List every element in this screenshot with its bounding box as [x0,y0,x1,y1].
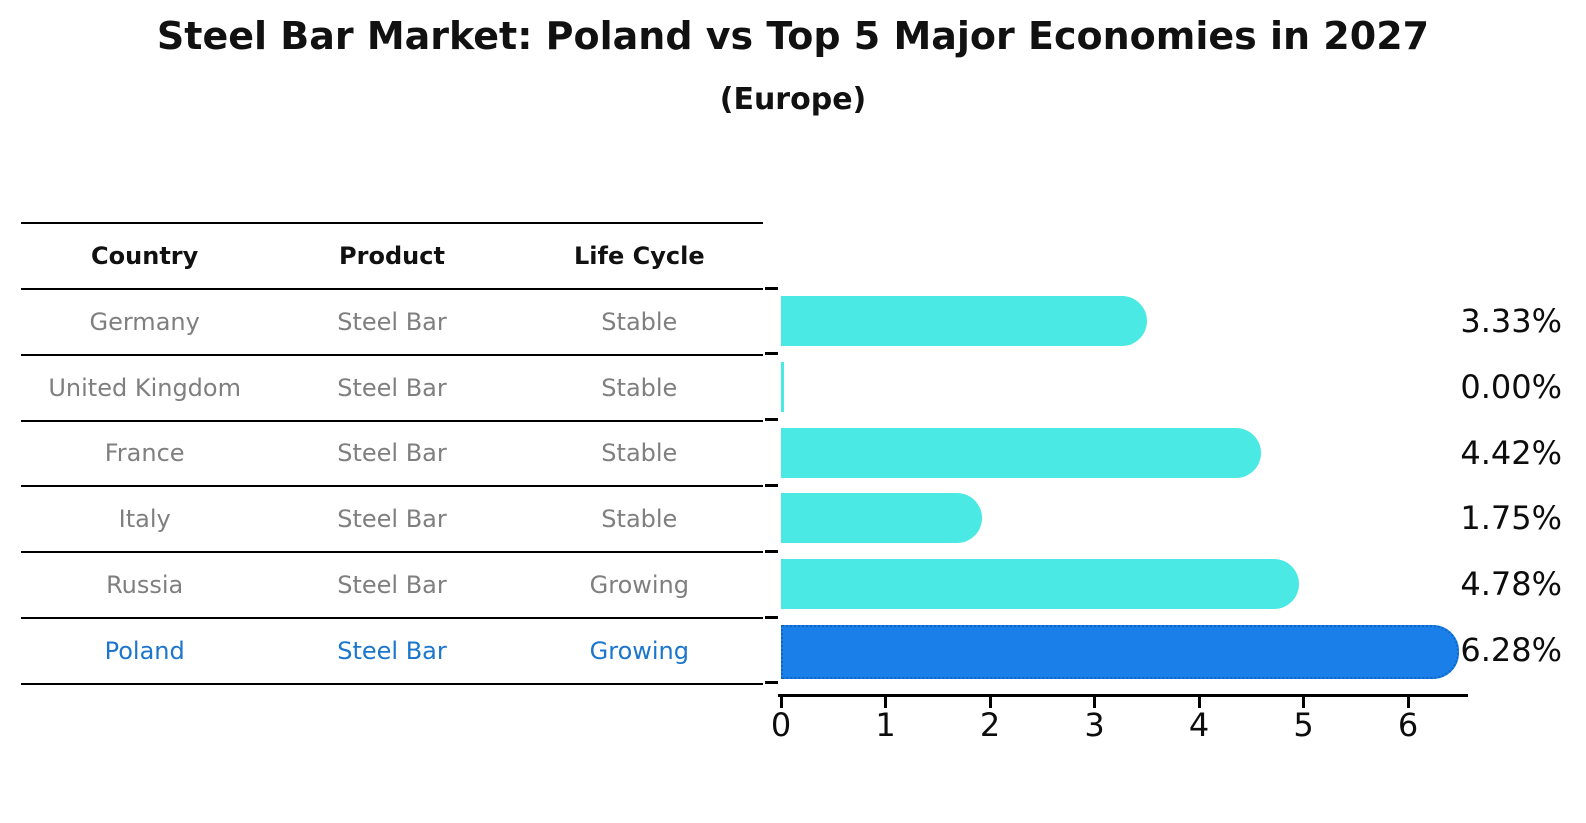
cell-product: Steel Bar [337,373,447,402]
x-tick-label: 4 [1188,706,1210,744]
x-tick-mark [1197,697,1201,708]
x-tick-mark [779,697,783,708]
x-tick-mark [1302,697,1305,708]
cell-product: Steel Bar [337,439,447,468]
cell-country: Germany [89,307,200,336]
cell-life_cycle: Growing [589,570,689,599]
value-label-united-kingdom: 0.00% [1460,367,1562,406]
x-tick-mark [988,697,992,708]
cell-life_cycle: Stable [601,307,678,336]
cell-life_cycle: Stable [601,505,678,534]
x-tick-mark [1093,697,1096,708]
bar-united-kingdom[interactable] [781,361,784,412]
table-row-poland: Poland Steel Bar Growing [21,619,763,685]
column-header-country: Country [91,241,199,270]
table-row-italy: Italy Steel Bar Stable [21,487,763,554]
bar-italy[interactable] [781,493,982,544]
cell-product: Steel Bar [337,307,447,336]
value-label-russia: 4.78% [1460,565,1562,604]
y-tick-mark [765,418,778,422]
cell-country: Italy [118,505,171,534]
x-tick-mark [884,697,887,708]
value-label-france: 4.42% [1460,433,1562,472]
table-header-row: Country Product Life Cycle [21,222,763,290]
y-tick-mark [765,549,778,553]
column-header-product: Product [339,241,445,270]
bar-russia[interactable] [781,559,1299,610]
y-tick-mark [765,286,778,290]
cell-life_cycle: Growing [589,636,689,665]
value-label-germany: 3.33% [1460,302,1562,340]
table-row-france: France Steel Bar Stable [21,422,763,488]
x-tick-mark [1406,697,1410,708]
cell-country: Poland [104,636,185,665]
value-label-poland: 6.28% [1460,631,1562,669]
cell-country: United Kingdom [48,373,241,402]
chart-title: Steel Bar Market: Poland vs Top 5 Major … [156,14,1430,58]
country-table: Country Product Life Cycle Germany Steel … [21,222,763,685]
y-tick-mark [765,483,778,487]
y-tick-mark [765,352,778,356]
x-tick-label: 3 [1084,706,1105,744]
x-tick-label: 0 [770,706,792,744]
table-row-united-kingdom: United Kingdom Steel Bar Stable [21,356,763,422]
table-row-germany: Germany Steel Bar Stable [21,290,763,356]
cell-life_cycle: Stable [601,373,678,402]
x-tick-label: 5 [1293,706,1314,744]
x-tick-label: 6 [1397,706,1419,744]
cell-product: Steel Bar [337,636,447,665]
y-tick-mark [765,681,778,685]
bar-germany[interactable] [781,296,1147,346]
table-row-russia: Russia Steel Bar Growing [21,553,763,619]
cell-country: Russia [106,570,184,599]
cell-product: Steel Bar [337,570,447,599]
x-tick-label: 1 [875,706,896,744]
bar-france[interactable] [781,427,1261,478]
bar-poland[interactable] [781,625,1459,679]
x-axis-line [778,694,1468,697]
column-header-lifecycle: Life Cycle [574,241,705,270]
value-label-italy: 1.75% [1460,499,1562,538]
table-body: Germany Steel Bar Stable United Kingdom Stee… [21,290,763,685]
cell-life_cycle: Stable [601,439,678,468]
chart-subtitle: (Europe) [719,82,867,117]
x-tick-label: 2 [979,706,1001,744]
y-tick-mark [765,615,778,619]
cell-country: France [104,439,185,468]
cell-product: Steel Bar [337,505,447,534]
